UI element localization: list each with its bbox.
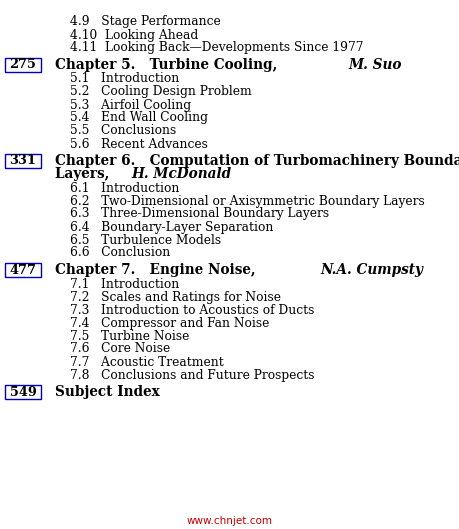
Text: 6.3   Three-Dimensional Boundary Layers: 6.3 Three-Dimensional Boundary Layers	[70, 207, 328, 221]
Text: 6.2   Two-Dimensional or Axisymmetric Boundary Layers: 6.2 Two-Dimensional or Axisymmetric Boun…	[70, 195, 424, 207]
Bar	[5, 263, 41, 277]
Bar	[5, 385, 41, 399]
Text: 331: 331	[10, 154, 36, 168]
Text: M. Suo: M. Suo	[347, 58, 401, 72]
Text: 7.1   Introduction: 7.1 Introduction	[70, 278, 179, 290]
Bar	[5, 58, 41, 72]
Text: 6.6   Conclusion: 6.6 Conclusion	[70, 247, 170, 260]
Text: 5.1   Introduction: 5.1 Introduction	[70, 72, 179, 86]
Text: 5.2   Cooling Design Problem: 5.2 Cooling Design Problem	[70, 86, 251, 98]
Text: 4.9   Stage Performance: 4.9 Stage Performance	[70, 15, 220, 29]
Text: www.chnjet.com: www.chnjet.com	[187, 516, 272, 526]
Text: Chapter 7.   Engine Noise,: Chapter 7. Engine Noise,	[55, 263, 260, 277]
Text: 7.3   Introduction to Acoustics of Ducts: 7.3 Introduction to Acoustics of Ducts	[70, 304, 313, 316]
Text: 7.6   Core Noise: 7.6 Core Noise	[70, 342, 170, 355]
Text: 6.5   Turbulence Models: 6.5 Turbulence Models	[70, 233, 221, 247]
Text: 549: 549	[10, 386, 36, 398]
Text: Layers,: Layers,	[55, 167, 114, 181]
Text: 5.6   Recent Advances: 5.6 Recent Advances	[70, 138, 207, 150]
Text: 4.11  Looking Back—Developments Since 1977: 4.11 Looking Back—Developments Since 197…	[70, 41, 363, 54]
Text: H. McDonald: H. McDonald	[131, 167, 231, 181]
Text: 6.4   Boundary-Layer Separation: 6.4 Boundary-Layer Separation	[70, 221, 273, 233]
Text: 7.4   Compressor and Fan Noise: 7.4 Compressor and Fan Noise	[70, 316, 269, 330]
Text: 5.3   Airfoil Cooling: 5.3 Airfoil Cooling	[70, 98, 190, 112]
Text: 5.4   End Wall Cooling: 5.4 End Wall Cooling	[70, 112, 207, 124]
Text: 275: 275	[10, 59, 36, 71]
Text: 477: 477	[10, 263, 36, 277]
Text: 6.1   Introduction: 6.1 Introduction	[70, 181, 179, 195]
Text: 7.8   Conclusions and Future Prospects: 7.8 Conclusions and Future Prospects	[70, 369, 314, 381]
Text: N.A. Cumpsty: N.A. Cumpsty	[319, 263, 422, 277]
Text: 5.5   Conclusions: 5.5 Conclusions	[70, 124, 176, 138]
Bar	[5, 153, 41, 168]
Text: 7.7   Acoustic Treatment: 7.7 Acoustic Treatment	[70, 355, 223, 369]
Text: Chapter 6.   Computation of Turbomachinery Boundary: Chapter 6. Computation of Turbomachinery…	[55, 154, 459, 168]
Text: 7.5   Turbine Noise: 7.5 Turbine Noise	[70, 330, 189, 342]
Text: 7.2   Scales and Ratings for Noise: 7.2 Scales and Ratings for Noise	[70, 290, 280, 304]
Text: Chapter 5.   Turbine Cooling,: Chapter 5. Turbine Cooling,	[55, 58, 281, 72]
Text: Subject Index: Subject Index	[55, 385, 159, 399]
Text: 4.10  Looking Ahead: 4.10 Looking Ahead	[70, 29, 198, 41]
